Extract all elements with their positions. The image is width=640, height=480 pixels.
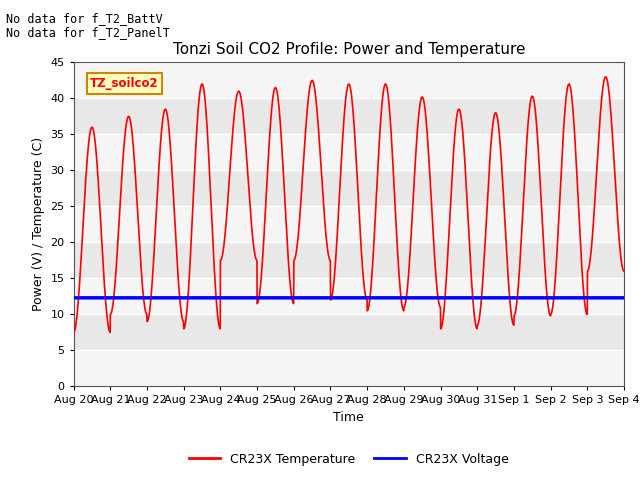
Bar bbox=[74, 62, 624, 98]
Text: No data for f_T2_BattV: No data for f_T2_BattV bbox=[6, 12, 163, 25]
Bar bbox=[74, 134, 624, 170]
Text: No data for f_T2_PanelT: No data for f_T2_PanelT bbox=[6, 26, 170, 39]
Bar bbox=[74, 278, 624, 314]
X-axis label: Time: Time bbox=[333, 411, 364, 424]
Y-axis label: Power (V) / Temperature (C): Power (V) / Temperature (C) bbox=[32, 137, 45, 312]
Bar bbox=[74, 350, 624, 386]
Title: Tonzi Soil CO2 Profile: Power and Temperature: Tonzi Soil CO2 Profile: Power and Temper… bbox=[173, 42, 525, 57]
Text: TZ_soilco2: TZ_soilco2 bbox=[90, 77, 159, 90]
Bar bbox=[74, 206, 624, 242]
Legend: CR23X Temperature, CR23X Voltage: CR23X Temperature, CR23X Voltage bbox=[184, 448, 513, 471]
